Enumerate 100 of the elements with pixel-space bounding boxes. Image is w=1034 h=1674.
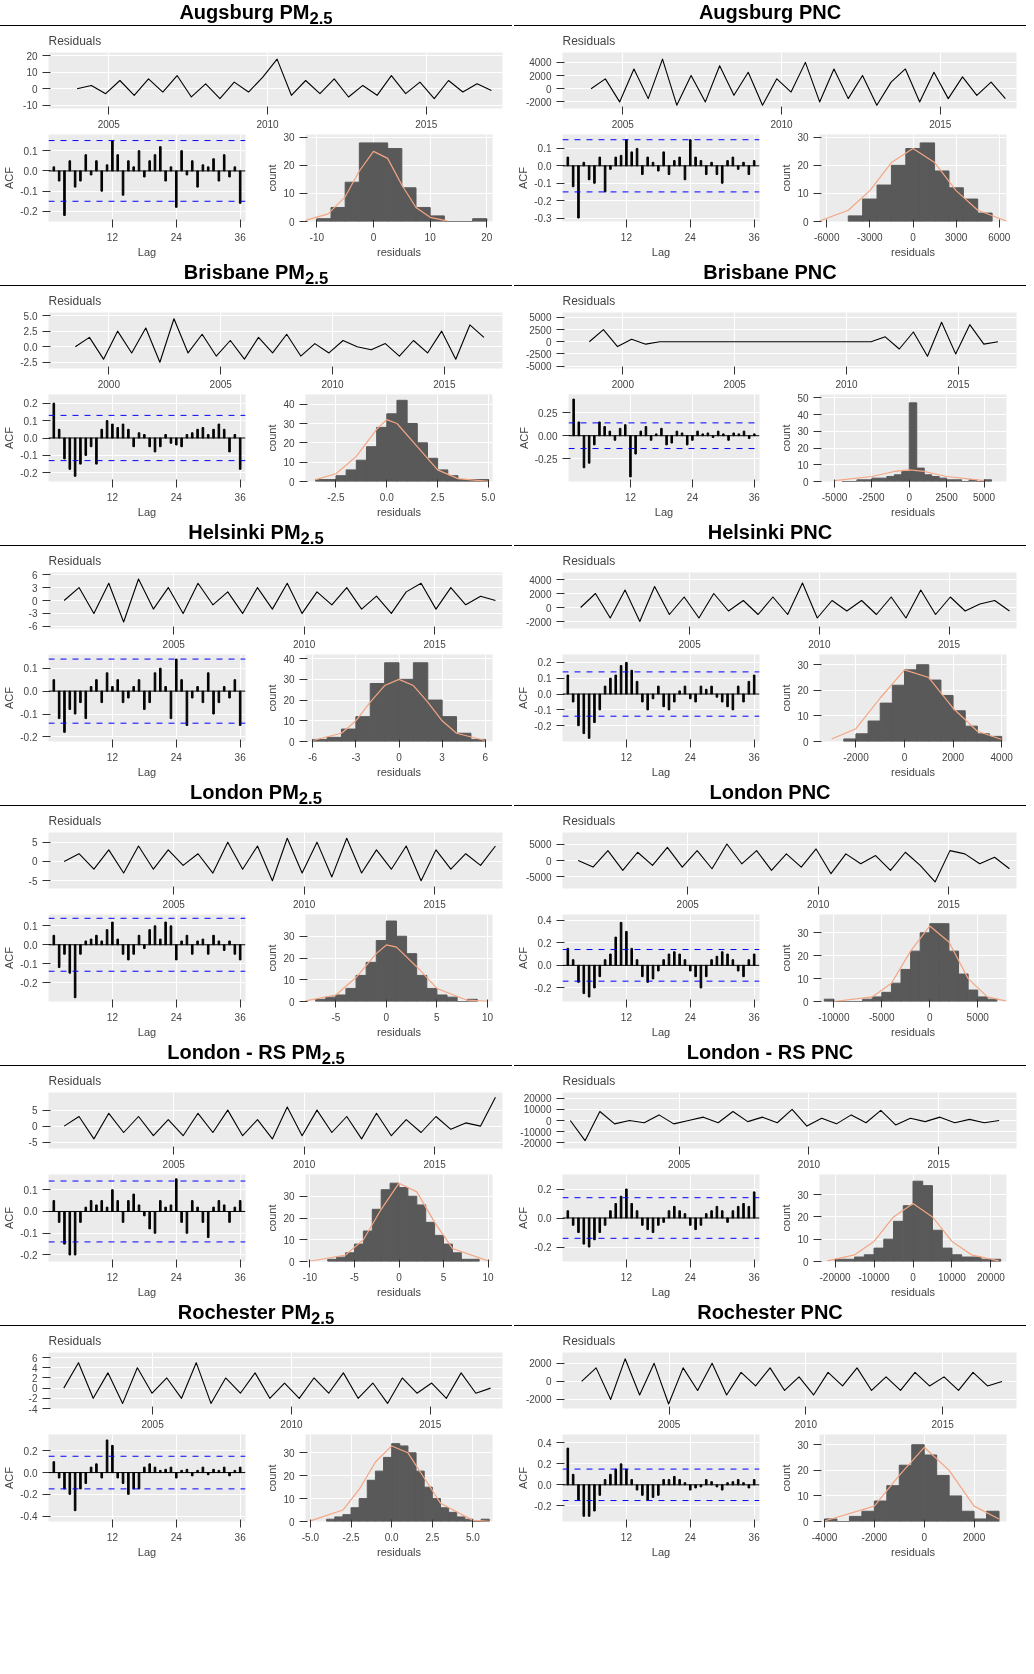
- y-tick-label: 10: [283, 715, 295, 727]
- x-tick-label: 10000: [938, 1271, 967, 1283]
- x-tick-label: 2000: [611, 378, 635, 390]
- y-tick-label: -0.2: [20, 206, 38, 218]
- x-tick-label: 24: [684, 1011, 697, 1023]
- x-tick-label: 2500: [935, 491, 959, 503]
- x-tick-label: 2015: [947, 378, 970, 390]
- y-tick-label: -0.2: [20, 977, 38, 989]
- y-axis-title: ACF: [3, 1206, 16, 1229]
- x-tick-label: 2005: [678, 638, 702, 650]
- y-tick-label: 0.2: [537, 1458, 552, 1470]
- x-tick-label: 2005: [611, 118, 635, 130]
- x-tick-label: 2015: [433, 378, 456, 390]
- x-tick-label: -5.0: [301, 1531, 320, 1543]
- x-axis-title: Lag: [137, 765, 157, 778]
- y-tick-label: -5: [28, 1137, 38, 1149]
- y-tick-label: 30: [283, 931, 295, 943]
- x-axis-title: Lag: [651, 765, 671, 778]
- x-tick-label: 10: [481, 1011, 494, 1023]
- y-axis-title: ACF: [3, 166, 16, 189]
- y-axis-title: ACF: [517, 1206, 530, 1229]
- x-tick-label: 12: [624, 491, 637, 503]
- y-tick-label: 20: [283, 953, 295, 964]
- chart-subtitle: Residuals: [48, 553, 102, 568]
- x-axis-title: Lag: [651, 1545, 671, 1558]
- x-axis-title: Lag: [137, 1545, 157, 1558]
- y-tick-label: 20: [797, 1465, 809, 1477]
- x-axis-title: residuals: [890, 1545, 936, 1558]
- y-tick-label: 20: [797, 443, 809, 455]
- x-tick-label: 5.0: [466, 1531, 481, 1543]
- y-tick-label: 0: [31, 83, 38, 95]
- y-tick-label: 0: [288, 1516, 295, 1528]
- y-tick-label: 30: [283, 418, 295, 430]
- y-tick-label: 30: [797, 1439, 809, 1451]
- y-tick-label: 0: [31, 1383, 38, 1395]
- y-axis-title: ACF: [3, 426, 16, 449]
- y-tick-label: -0.1: [20, 709, 38, 721]
- chart-title: Augsburg PM$_{2.5}$: [179, 0, 333, 27]
- x-tick-label: 36: [234, 231, 247, 243]
- x-tick-label: 2005: [209, 378, 233, 390]
- y-tick-label: 0.1: [23, 920, 38, 932]
- x-tick-label: -2000: [861, 1531, 888, 1543]
- y-tick-label: 0: [31, 595, 38, 607]
- y-tick-label: 0: [31, 856, 38, 868]
- y-tick-label: -2000: [525, 96, 552, 108]
- y-tick-label: -0.2: [20, 1489, 38, 1501]
- y-axis-title: ACF: [517, 946, 530, 969]
- y-tick-label: 5000: [529, 839, 552, 851]
- x-tick-label: 12: [620, 231, 633, 243]
- x-tick-label: 0: [910, 1271, 917, 1283]
- y-tick-label: 0.0: [537, 1479, 552, 1491]
- x-tick-label: 2010: [807, 898, 830, 910]
- y-tick-label: 10: [283, 188, 295, 200]
- y-tick-label: 0: [288, 476, 295, 488]
- y-tick-label: 2500: [529, 324, 552, 336]
- y-tick-label: 0: [288, 1256, 295, 1268]
- y-tick-label: 10: [283, 457, 295, 469]
- y-tick-label: 2000: [529, 1358, 552, 1370]
- x-tick-label: 3: [439, 751, 446, 763]
- chart-subtitle: Residuals: [48, 813, 102, 828]
- y-tick-label: 3: [31, 582, 38, 594]
- x-tick-label: 2.5: [430, 491, 446, 503]
- y-tick-label: 0.0: [23, 1206, 38, 1218]
- y-tick-label: 6: [31, 1352, 38, 1364]
- x-tick-label: 24: [684, 1271, 697, 1283]
- x-tick-label: 10: [482, 1271, 495, 1283]
- y-axis-title: ACF: [3, 946, 16, 969]
- chart-subtitle: Residuals: [562, 1333, 616, 1348]
- chart-title: London PNC: [709, 780, 831, 804]
- chart-title: Rochester PNC: [697, 1300, 843, 1324]
- y-tick-label: 0: [545, 1115, 552, 1127]
- y-tick-label: 2: [31, 1372, 38, 1384]
- y-tick-label: 20: [797, 1211, 809, 1223]
- x-tick-label: -5000: [869, 1011, 896, 1023]
- x-tick-label: 24: [170, 1271, 183, 1283]
- x-tick-label: 2000: [941, 751, 965, 763]
- x-tick-label: 4000: [990, 751, 1014, 763]
- y-tick-label: 0.00: [538, 430, 558, 442]
- y-axis-title: count: [780, 944, 793, 972]
- y-tick-label: -0.3: [534, 213, 552, 225]
- x-tick-label: 36: [748, 1531, 761, 1543]
- y-tick-label: 10: [283, 974, 295, 986]
- y-axis-title: ACF: [3, 686, 16, 709]
- x-axis-title: Lag: [651, 1285, 671, 1298]
- chart-title: London - RS PNC: [686, 1040, 854, 1064]
- x-tick-label: 24: [684, 231, 697, 243]
- x-tick-label: 2005: [162, 638, 186, 650]
- y-axis-title: count: [266, 1464, 279, 1492]
- y-axis-title: count: [780, 424, 793, 452]
- y-tick-label: 0: [802, 1516, 809, 1528]
- y-tick-label: 10: [797, 459, 809, 471]
- x-axis-title: residuals: [890, 1285, 936, 1298]
- y-tick-label: 0.0: [537, 160, 552, 172]
- y-tick-label: -2.5: [20, 357, 38, 369]
- x-axis-title: residuals: [376, 1285, 422, 1298]
- y-tick-label: 0: [545, 336, 552, 348]
- x-tick-label: 0: [901, 751, 908, 763]
- y-axis-title: count: [266, 164, 279, 192]
- x-tick-label: 2005: [723, 378, 747, 390]
- y-tick-label: 0.1: [537, 673, 552, 685]
